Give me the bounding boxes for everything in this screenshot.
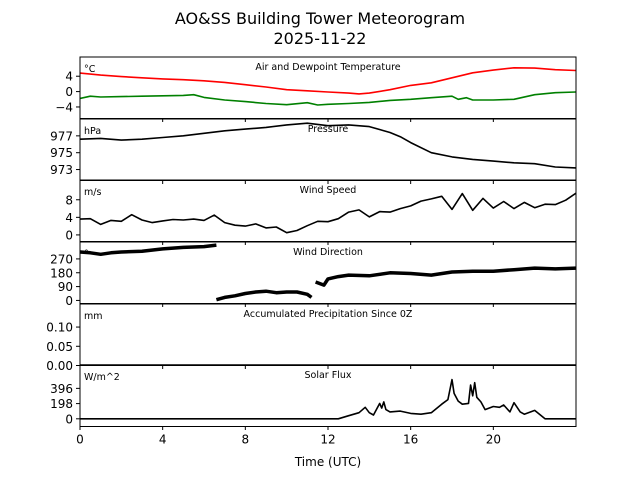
series-line-2-0: [80, 192, 576, 234]
series-line-3-2: [314, 266, 576, 287]
panel-title: Wind Speed: [300, 185, 357, 196]
panel-unit-label: hPa: [84, 126, 101, 137]
y-tick-label: 270: [50, 252, 73, 266]
y-tick-label: 973: [50, 163, 73, 177]
panel-title: Pressure: [308, 124, 349, 135]
panel-unit-label: m/s: [84, 187, 101, 198]
panel-1: 973 975 977 hPa Pressure: [50, 118, 577, 184]
y-tick-label: 975: [50, 146, 73, 160]
series-line-5-0: [80, 378, 576, 420]
x-tick-label: 16: [403, 433, 418, 447]
x-tick-label: 4: [159, 433, 167, 447]
y-tick-label: 4: [65, 70, 73, 84]
y-tick-label: 0.10: [46, 321, 73, 335]
chart-subtitle: 2025-11-22: [274, 29, 367, 48]
x-tick-label: 12: [320, 433, 335, 447]
y-tick-label: 396: [50, 382, 73, 396]
panel-title: Air and Dewpoint Temperature: [255, 62, 400, 73]
series-line-1-0: [80, 122, 576, 169]
panel-unit-label: mm: [84, 311, 103, 322]
y-tick-label: 0: [65, 85, 73, 99]
series-line-3-0: [80, 243, 217, 257]
panel-unit-label: W/m^2: [84, 372, 120, 383]
y-tick-label: −4: [55, 100, 73, 114]
panel-title: Wind Direction: [293, 247, 363, 258]
y-tick-label: 0.05: [46, 340, 73, 354]
x-axis-label: Time (UTC): [294, 455, 361, 469]
panel-title: Solar Flux: [305, 370, 352, 381]
x-tick-label: 0: [76, 433, 84, 447]
y-tick-label: 0: [65, 294, 73, 308]
series-line-3-1: [215, 289, 313, 302]
x-tick-label: 20: [486, 433, 501, 447]
chart-title: AO&SS Building Tower Meteorogram: [175, 9, 465, 28]
y-tick-label: 977: [50, 129, 73, 143]
panel-0: −404 °C Air and Dewpoint Temperature: [55, 56, 577, 122]
x-tick-label: 8: [242, 433, 250, 447]
panel-unit-label: °: [84, 249, 89, 260]
panel-title: Accumulated Precipitation Since 0Z: [244, 309, 413, 320]
y-tick-label: 90: [58, 280, 73, 294]
y-tick-label: 0.00: [46, 359, 73, 373]
y-tick-label: 0: [65, 228, 73, 242]
panel-4: 0.00 0.05 0.10 mm Accumulated Precipitation …: [46, 303, 577, 373]
x-axis: 0 4 8 12 16 20: [76, 433, 501, 447]
y-tick-label: 4: [65, 211, 73, 225]
series-line-0-0: [80, 67, 576, 95]
panel-2: 0 4 8 m/s Wind Speed: [65, 179, 577, 245]
y-tick-label: 8: [65, 193, 73, 207]
y-tick-label: 198: [50, 397, 73, 411]
panel-unit-label: °C: [84, 64, 96, 75]
series-line-0-1: [80, 91, 576, 106]
y-tick-label: 180: [50, 266, 73, 280]
panels-group: −404°C Air and Dewpoint Temperature973975…: [46, 56, 577, 430]
y-tick-label: 0: [65, 412, 73, 426]
